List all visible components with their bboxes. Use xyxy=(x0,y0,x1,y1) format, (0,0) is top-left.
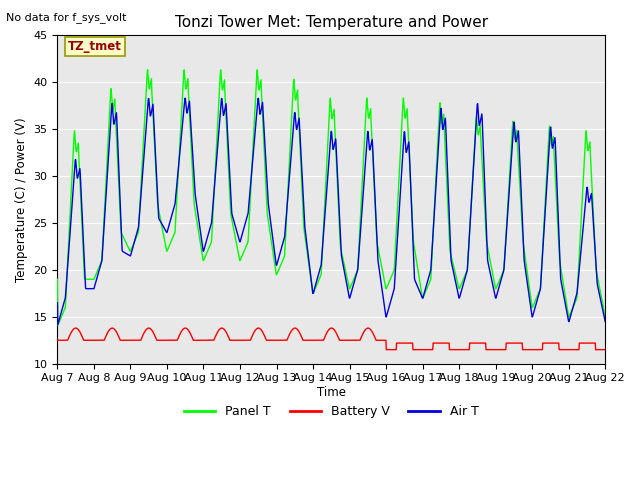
Text: No data for f_sys_volt: No data for f_sys_volt xyxy=(6,12,127,23)
Y-axis label: Temperature (C) / Power (V): Temperature (C) / Power (V) xyxy=(15,117,28,282)
Title: Tonzi Tower Met: Temperature and Power: Tonzi Tower Met: Temperature and Power xyxy=(175,15,488,30)
Text: TZ_tmet: TZ_tmet xyxy=(68,40,122,53)
Legend: Panel T, Battery V, Air T: Panel T, Battery V, Air T xyxy=(179,400,484,423)
X-axis label: Time: Time xyxy=(317,386,346,399)
